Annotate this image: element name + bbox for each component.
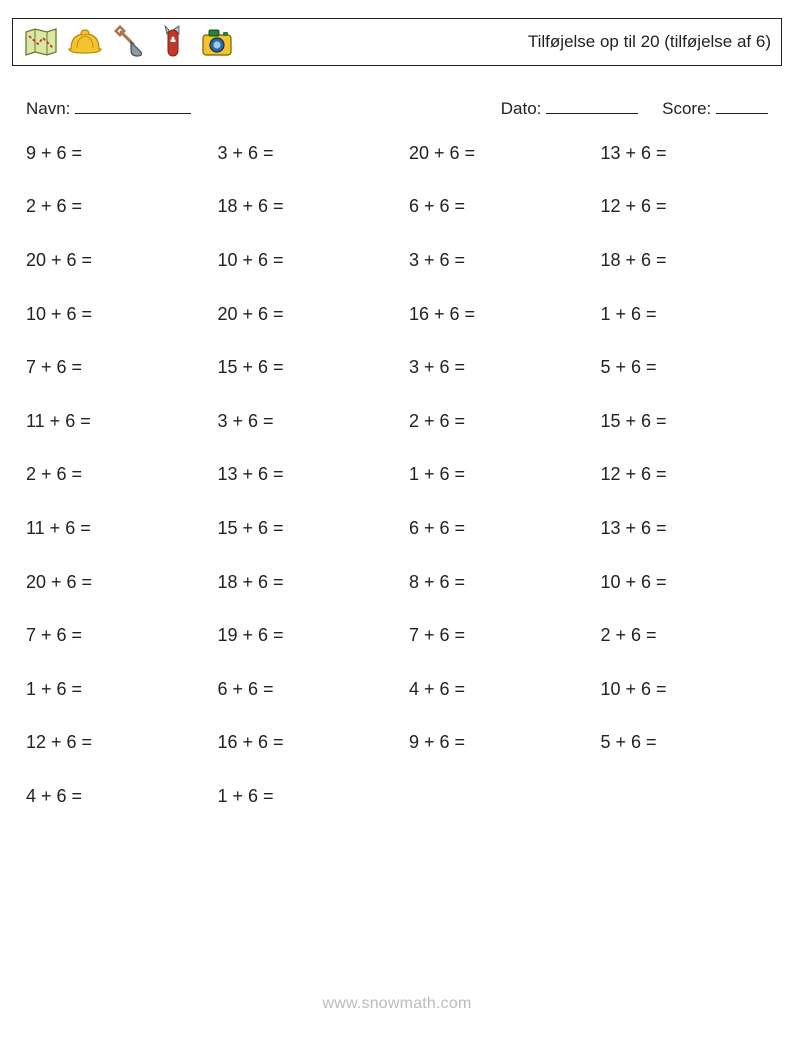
problem: 13 + 6 = (601, 143, 769, 165)
score-underline (716, 96, 768, 114)
problem: 3 + 6 = (409, 357, 577, 379)
shovel-icon (111, 24, 147, 60)
problem: 12 + 6 = (601, 196, 769, 218)
problem: 1 + 6 = (409, 464, 577, 486)
problem: 13 + 6 = (218, 464, 386, 486)
date-label: Dato: (501, 99, 542, 118)
problem: 4 + 6 = (409, 679, 577, 701)
header-icons (23, 24, 235, 60)
problem: 1 + 6 = (218, 786, 386, 808)
problem: 10 + 6 = (26, 304, 194, 326)
date-field: Dato: (501, 96, 638, 119)
worksheet-title: Tilføjelse op til 20 (tilføjelse af 6) (528, 32, 771, 52)
problem: 15 + 6 = (601, 411, 769, 433)
problem: 2 + 6 = (26, 464, 194, 486)
problem: 2 + 6 = (26, 196, 194, 218)
problem: 9 + 6 = (409, 732, 577, 754)
problem: 20 + 6 = (218, 304, 386, 326)
problem: 4 + 6 = (26, 786, 194, 808)
footer-watermark: www.snowmath.com (0, 995, 794, 1013)
problem: 12 + 6 = (26, 732, 194, 754)
problem: 15 + 6 = (218, 357, 386, 379)
swiss-knife-icon (155, 24, 191, 60)
name-field: Navn: (26, 96, 191, 119)
problem: 11 + 6 = (26, 411, 194, 433)
problem: 5 + 6 = (601, 732, 769, 754)
problem: 16 + 6 = (218, 732, 386, 754)
problem: 7 + 6 = (409, 625, 577, 647)
hardhat-icon (67, 24, 103, 60)
problem: 12 + 6 = (601, 464, 769, 486)
problem: 1 + 6 = (601, 304, 769, 326)
problem: 6 + 6 = (409, 196, 577, 218)
problem: 10 + 6 = (601, 572, 769, 594)
problem: 19 + 6 = (218, 625, 386, 647)
problem: 13 + 6 = (601, 518, 769, 540)
info-row: Navn: Dato: Score: (26, 96, 768, 119)
name-underline (75, 96, 191, 114)
map-icon (23, 24, 59, 60)
problem: 3 + 6 = (409, 250, 577, 272)
problem: 16 + 6 = (409, 304, 577, 326)
date-underline (546, 96, 638, 114)
problem: 18 + 6 = (601, 250, 769, 272)
problem: 3 + 6 = (218, 143, 386, 165)
problem: 8 + 6 = (409, 572, 577, 594)
problem: 9 + 6 = (26, 143, 194, 165)
problem: 18 + 6 = (218, 196, 386, 218)
problem: 3 + 6 = (218, 411, 386, 433)
problem: 18 + 6 = (218, 572, 386, 594)
name-label: Navn: (26, 99, 70, 118)
worksheet-page: Tilføjelse op til 20 (tilføjelse af 6) N… (0, 0, 794, 1053)
problem: 20 + 6 = (26, 572, 194, 594)
problem: 5 + 6 = (601, 357, 769, 379)
problem: 15 + 6 = (218, 518, 386, 540)
problem: 7 + 6 = (26, 357, 194, 379)
score-field: Score: (662, 96, 768, 119)
problem: 6 + 6 = (218, 679, 386, 701)
problem: 1 + 6 = (26, 679, 194, 701)
camera-icon (199, 24, 235, 60)
problem: 7 + 6 = (26, 625, 194, 647)
problem: 11 + 6 = (26, 518, 194, 540)
problem: 2 + 6 = (601, 625, 769, 647)
problem: 10 + 6 = (601, 679, 769, 701)
problem: 10 + 6 = (218, 250, 386, 272)
problem: 20 + 6 = (26, 250, 194, 272)
score-label: Score: (662, 99, 711, 118)
header-box: Tilføjelse op til 20 (tilføjelse af 6) (12, 18, 782, 66)
problem: 20 + 6 = (409, 143, 577, 165)
problem: 6 + 6 = (409, 518, 577, 540)
problems-grid: 9 + 6 = 3 + 6 = 20 + 6 = 13 + 6 = 2 + 6 = 18 … (26, 143, 768, 808)
problem: 2 + 6 = (409, 411, 577, 433)
